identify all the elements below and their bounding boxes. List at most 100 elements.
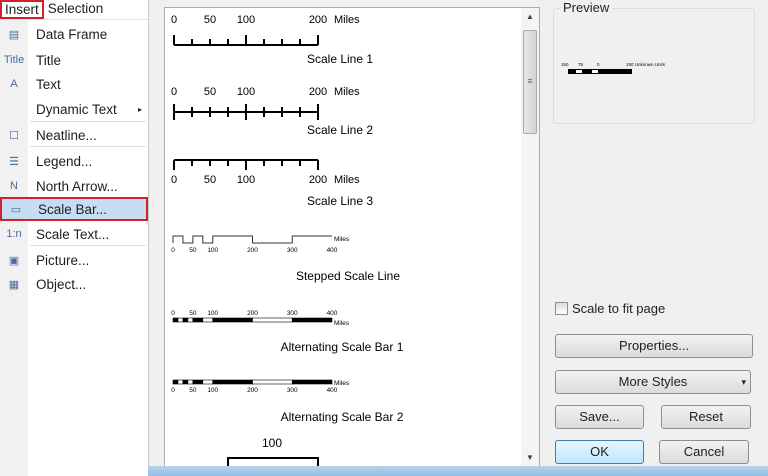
preview-label: 150 Unknown Units: [626, 62, 666, 67]
menu-item-label: Dynamic Text: [36, 101, 117, 117]
more-styles-button[interactable]: More Styles ▾: [555, 370, 751, 394]
tick-label: 50: [204, 86, 216, 98]
alternating-bar-segment: [187, 379, 194, 385]
unit-label: Miles: [334, 86, 360, 98]
alternating-bar-segment: [202, 379, 214, 385]
scroll-down-icon[interactable]: ▼: [526, 453, 534, 462]
unit-label: Miles: [334, 14, 360, 26]
tick-label: 100: [207, 247, 218, 254]
menu-item-scale-bar[interactable]: ▭ Scale Bar...: [0, 197, 148, 221]
picture-icon: ▣: [8, 254, 20, 267]
menu-item-north-arrow[interactable]: N North Arrow...: [0, 174, 148, 198]
alternating-bar-segment: [291, 379, 333, 385]
neatline-icon: ☐: [9, 129, 19, 142]
tick-label: 50: [204, 14, 216, 26]
menu-item-title[interactable]: Title Title: [0, 48, 148, 72]
tick-label: 200: [309, 174, 327, 186]
submenu-arrow-icon: ▸: [137, 104, 142, 114]
menu-item-label: Data Frame: [36, 26, 108, 42]
preview-bar-segment: [576, 70, 582, 73]
alternating-bar-segment: [252, 317, 293, 323]
legend-icon: ☰: [9, 155, 19, 168]
unit-label: Miles: [334, 320, 350, 327]
tick-label: 300: [287, 387, 298, 394]
insert-menu: Insert Selection ▤ Data Frame Title Title A T…: [0, 0, 149, 476]
save-button[interactable]: Save...: [555, 405, 644, 429]
tick-label: 0: [171, 387, 175, 394]
scale-to-fit-label: Scale to fit page: [572, 301, 666, 316]
tick-label: 200: [247, 310, 258, 317]
style-name: Scale Line 3: [307, 194, 373, 208]
tick-label: 300: [287, 247, 298, 254]
menu-selection[interactable]: Selection: [47, 1, 104, 16]
data-frame-icon: ▤: [8, 28, 20, 41]
dropdown-arrow-icon: ▾: [741, 377, 746, 387]
alternating-bar-segment: [187, 317, 194, 323]
scrollbar-thumb[interactable]: ≡: [523, 30, 537, 134]
tick-label: 100: [207, 387, 218, 394]
tick-label: 100: [262, 436, 282, 450]
menu-item-label: Neatline...: [36, 127, 97, 143]
alternating-bar-segment: [212, 317, 253, 323]
unit-label: Miles: [334, 174, 360, 186]
preview-bar-segment: [592, 70, 598, 73]
preview-title: Preview: [560, 0, 613, 15]
menu-item-object[interactable]: ▦ Object...: [0, 272, 148, 296]
cancel-button[interactable]: Cancel: [659, 440, 749, 464]
scale-to-fit-checkbox[interactable]: Scale to fit page: [555, 301, 665, 316]
object-icon: ▦: [8, 278, 20, 291]
alternating-bar-segment: [182, 317, 189, 323]
tick-label: 0: [171, 86, 177, 98]
menubar: Insert Selection: [0, 0, 148, 20]
tick-label: 100: [237, 86, 255, 98]
tick-label: 0: [171, 310, 175, 317]
unit-label: Miles: [334, 236, 350, 243]
properties-button[interactable]: Properties...: [555, 334, 753, 358]
tick-label: 200: [247, 247, 258, 254]
alternating-bar-segment: [212, 379, 253, 385]
style-name: Stepped Scale Line: [296, 269, 400, 283]
scale-bar-icon: ▭: [10, 203, 22, 216]
vertical-scrollbar[interactable]: ▲ ≡ ▼: [521, 8, 539, 466]
more-styles-label: More Styles: [618, 374, 688, 389]
tick-label: 0: [171, 174, 177, 186]
menu-insert[interactable]: Insert: [0, 0, 44, 19]
menu-item-picture[interactable]: ▣ Picture...: [0, 248, 148, 272]
style-name: Alternating Scale Bar 1: [281, 340, 404, 354]
menu-item-text[interactable]: A Text: [0, 72, 148, 96]
reset-button[interactable]: Reset: [661, 405, 751, 429]
scroll-up-icon[interactable]: ▲: [526, 12, 534, 21]
alternating-bar-segment: [182, 379, 189, 385]
north-arrow-icon: N: [10, 180, 18, 192]
scale-bar-style-list[interactable]: 0 50 100 200 Miles Scale Line 1 0 50 100 200 Miles…: [164, 7, 540, 467]
tick-label: 200: [309, 14, 327, 26]
menu-item-label: Scale Text...: [36, 226, 110, 242]
style-name: Alternating Scale Bar 2: [281, 410, 404, 424]
menu-item-label: Scale Bar...: [38, 201, 108, 217]
ok-button[interactable]: OK: [555, 440, 644, 464]
menu-item-scale-text[interactable]: 1:n Scale Text...: [0, 222, 148, 246]
checkbox-box[interactable]: [555, 302, 568, 315]
tick-label: 50: [189, 247, 197, 254]
tick-label: 50: [204, 174, 216, 186]
menu-separator: [30, 121, 146, 122]
menu-item-dynamic-text[interactable]: Dynamic Text ▸: [0, 97, 148, 121]
menu-item-data-frame[interactable]: ▤ Data Frame: [0, 22, 148, 46]
menu-item-legend[interactable]: ☰ Legend...: [0, 149, 148, 173]
menu-item-label: Text: [36, 76, 61, 92]
tick-label: 400: [327, 387, 338, 394]
preview-label: 75: [578, 62, 584, 67]
alternating-bar-segment: [177, 317, 184, 323]
tick-label: 100: [237, 14, 255, 26]
menu-separator: [30, 245, 146, 246]
menu-item-neatline[interactable]: ☐ Neatline...: [0, 123, 148, 147]
preview-box: 150 75 0 150 Unknown Units: [553, 8, 755, 124]
tick-label: 50: [189, 310, 197, 317]
alternating-bar-segment: [202, 317, 214, 323]
preview-label: 0: [597, 62, 600, 67]
alternating-bar-segment: [172, 317, 179, 323]
scale-bracket: [227, 457, 319, 466]
window-border: [148, 466, 768, 476]
menu-item-label: North Arrow...: [36, 178, 118, 194]
tick-label: 0: [171, 247, 175, 254]
